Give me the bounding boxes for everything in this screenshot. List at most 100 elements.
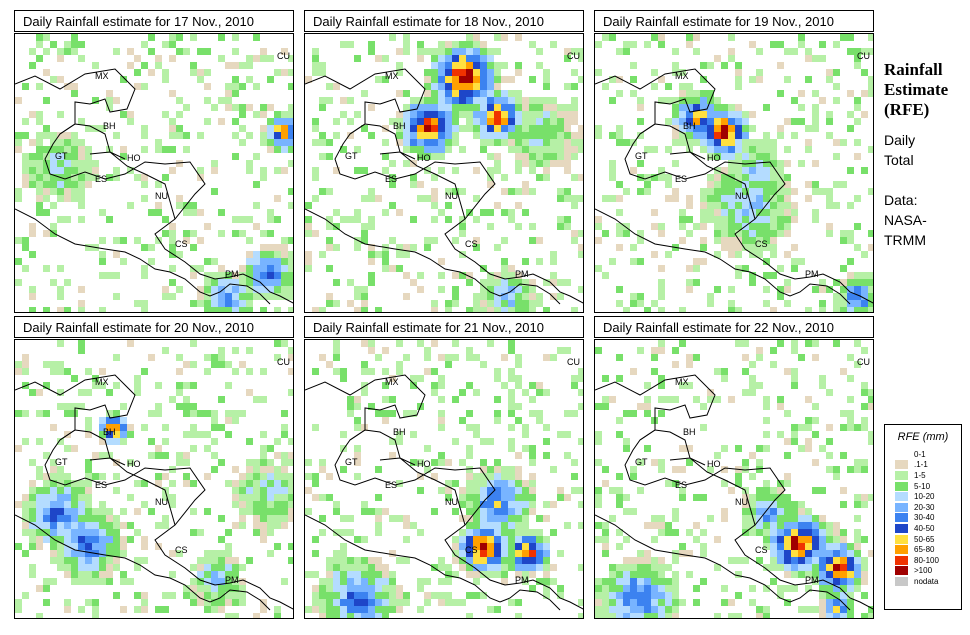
rainfall-cell bbox=[281, 522, 288, 529]
rainfall-cell bbox=[784, 300, 791, 307]
rainfall-cell bbox=[445, 118, 452, 125]
rainfall-cell bbox=[361, 293, 368, 300]
rainfall-cell bbox=[274, 606, 281, 613]
rainfall-cell bbox=[679, 90, 686, 97]
rainfall-cell bbox=[777, 216, 784, 223]
rainfall-cell bbox=[113, 431, 120, 438]
rainfall-cell bbox=[840, 265, 847, 272]
rainfall-cell bbox=[424, 90, 431, 97]
rainfall-cell bbox=[630, 585, 637, 592]
rainfall-cell bbox=[564, 104, 571, 111]
rainfall-cell bbox=[854, 286, 861, 293]
rainfall-cell bbox=[637, 97, 644, 104]
rainfall-cell bbox=[616, 431, 623, 438]
rainfall-cell bbox=[148, 410, 155, 417]
rainfall-cell bbox=[459, 487, 466, 494]
rainfall-cell bbox=[501, 258, 508, 265]
rainfall-cell bbox=[368, 592, 375, 599]
rainfall-cell bbox=[183, 585, 190, 592]
rainfall-cell bbox=[36, 613, 43, 618]
rainfall-cell bbox=[246, 347, 253, 354]
rainfall-cell bbox=[854, 195, 861, 202]
rainfall-cell bbox=[735, 202, 742, 209]
country-label-es: ES bbox=[385, 174, 397, 184]
rainfall-cell bbox=[721, 375, 728, 382]
rainfall-cell bbox=[812, 286, 819, 293]
rainfall-cell bbox=[770, 557, 777, 564]
rainfall-cell bbox=[361, 307, 368, 312]
rainfall-cell bbox=[578, 76, 583, 83]
rainfall-cell bbox=[742, 459, 749, 466]
rainfall-cell bbox=[438, 209, 445, 216]
rainfall-cell bbox=[721, 209, 728, 216]
rainfall-cell bbox=[686, 202, 693, 209]
rainfall-cell bbox=[197, 557, 204, 564]
rainfall-cell bbox=[218, 592, 225, 599]
rainfall-cell bbox=[260, 230, 267, 237]
rainfall-cell bbox=[71, 146, 78, 153]
rainfall-cell bbox=[630, 76, 637, 83]
rainfall-cell bbox=[169, 480, 176, 487]
rainfall-cell bbox=[679, 543, 686, 550]
rainfall-cell bbox=[595, 613, 602, 618]
rainfall-cell bbox=[333, 613, 340, 618]
rainfall-cell bbox=[508, 564, 515, 571]
rainfall-cell bbox=[784, 160, 791, 167]
rainfall-cell bbox=[693, 599, 700, 606]
rainfall-cell bbox=[64, 599, 71, 606]
rainfall-cell bbox=[162, 424, 169, 431]
rainfall-cell bbox=[197, 167, 204, 174]
rainfall-cell bbox=[78, 606, 85, 613]
rainfall-cell bbox=[260, 167, 267, 174]
rainfall-cell bbox=[501, 501, 508, 508]
rainfall-cell bbox=[791, 188, 798, 195]
rainfall-cell bbox=[281, 139, 288, 146]
rainfall-cell bbox=[197, 209, 204, 216]
rainfall-cell bbox=[742, 557, 749, 564]
rainfall-cell bbox=[770, 195, 777, 202]
country-label-gt: GT bbox=[55, 457, 68, 467]
rainfall-cell bbox=[71, 550, 78, 557]
rainfall-cell bbox=[735, 237, 742, 244]
rainfall-cell bbox=[501, 529, 508, 536]
rainfall-cell bbox=[459, 83, 466, 90]
rainfall-cell bbox=[840, 585, 847, 592]
rainfall-cell bbox=[141, 132, 148, 139]
rainfall-cell bbox=[288, 69, 293, 76]
rainfall-cell bbox=[819, 585, 826, 592]
rainfall-cell bbox=[602, 83, 609, 90]
rainfall-cell bbox=[452, 508, 459, 515]
rainfall-cell bbox=[686, 139, 693, 146]
rainfall-cell bbox=[211, 167, 218, 174]
rainfall-cell bbox=[707, 62, 714, 69]
rainfall-cell bbox=[253, 473, 260, 480]
rainfall-cell bbox=[494, 480, 501, 487]
rainfall-cell bbox=[43, 515, 50, 522]
rainfall-cell bbox=[382, 613, 389, 618]
rainfall-cell bbox=[494, 529, 501, 536]
rainfall-cell bbox=[71, 375, 78, 382]
rainfall-cell bbox=[57, 307, 64, 312]
rainfall-cell bbox=[141, 536, 148, 543]
rainfall-cell bbox=[630, 90, 637, 97]
rainfall-cell bbox=[623, 438, 630, 445]
rainfall-cell bbox=[630, 606, 637, 613]
rainfall-cell bbox=[770, 307, 777, 312]
rainfall-cell bbox=[501, 354, 508, 361]
rainfall-cell bbox=[253, 202, 260, 209]
rainfall-cell bbox=[354, 209, 361, 216]
rainfall-cell bbox=[396, 139, 403, 146]
rainfall-cell bbox=[106, 104, 113, 111]
rainfall-cell bbox=[211, 258, 218, 265]
rainfall-cell bbox=[169, 237, 176, 244]
rainfall-cell bbox=[819, 445, 826, 452]
rainfall-cell bbox=[480, 300, 487, 307]
rainfall-cell bbox=[515, 417, 522, 424]
rainfall-cell bbox=[536, 550, 543, 557]
rainfall-cell bbox=[826, 69, 833, 76]
rainfall-cell bbox=[267, 494, 274, 501]
rainfall-cell bbox=[389, 237, 396, 244]
rainfall-cell bbox=[368, 571, 375, 578]
rainfall-cell bbox=[281, 515, 288, 522]
rainfall-cell bbox=[480, 501, 487, 508]
